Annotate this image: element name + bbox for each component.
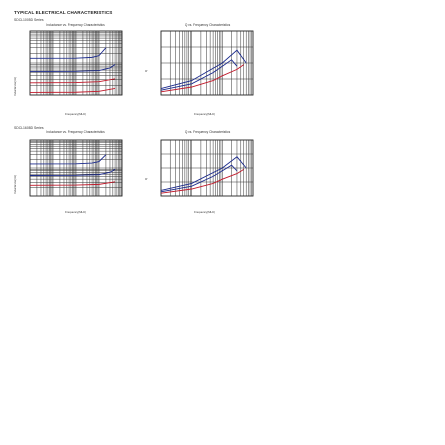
series-line-3	[29, 88, 116, 93]
chart-inductance-vs-freq-bottom	[29, 139, 123, 197]
chart-title-l-freq-bottom: Inductance vs. Frequency Characteristics	[46, 130, 105, 134]
series-line-1	[29, 168, 116, 176]
series-line-2	[29, 181, 116, 186]
page-header: TYPICAL ELECTRICAL CHARACTERISTICS	[14, 10, 113, 15]
series-line-2	[29, 78, 116, 84]
x-axis-label-bottom-right: Frequency(MHz)	[194, 210, 215, 214]
series-line-0	[29, 47, 107, 59]
section-label-1005d: SDCL1005D Series	[14, 18, 44, 22]
y-axis-label-top-right: Q	[144, 69, 148, 72]
chart-inductance-vs-freq-top	[29, 30, 123, 96]
series-line-0	[160, 164, 238, 193]
grid-lines	[30, 140, 122, 196]
series-line-0	[160, 59, 238, 91]
x-axis-label-top-right: Frequency(MHz)	[194, 112, 215, 116]
chart-q-vs-freq-bottom	[160, 139, 254, 197]
series-line-1	[160, 169, 245, 194]
series-line-1	[160, 64, 245, 93]
chart-title-q-freq-bottom: Q vs. Frequency Characteristics	[184, 130, 231, 134]
chart-title-l-freq-top: Inductance vs. Frequency Characteristics	[46, 23, 105, 27]
series-line-2	[160, 49, 247, 90]
chart-q-vs-freq-top	[160, 30, 254, 96]
grid-lines	[30, 31, 122, 95]
section-label-1608d: SDCL1608D Series	[14, 126, 44, 130]
series-line-0	[29, 154, 107, 165]
x-axis-label-top-left: Frequency(MHz)	[65, 112, 86, 116]
series-line-2	[160, 156, 247, 191]
y-axis-label-top-left: Inductance(nH)	[13, 76, 17, 96]
series-line-1	[29, 64, 116, 73]
y-axis-label-bottom-left: Inductance(nH)	[13, 174, 17, 194]
grid-lines	[161, 31, 253, 95]
y-axis-label-bottom-right: Q	[144, 177, 148, 180]
chart-title-q-freq-top: Q vs. Frequency Characteristics	[184, 23, 231, 27]
x-axis-label-bottom-left: Frequency(MHz)	[65, 210, 86, 214]
